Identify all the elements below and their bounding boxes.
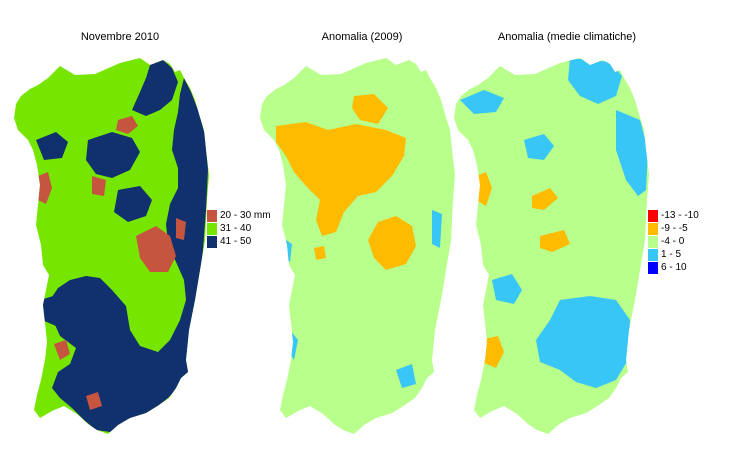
map2-zone-minus9-minus5-central [276,122,406,236]
map-title-anomaly-2009: Anomalia (2009) [321,31,403,43]
map1-zone-20-30-south [86,392,102,410]
map3-zone-minus9-minus5-west [476,172,492,206]
map2-zone-1-5-south [260,376,270,392]
legend-swatch [648,261,658,274]
legend-anomaly: -13 - -10 -9 - -5 -4 - 0 1 - 5 6 - 10 [648,209,699,274]
legend-item: 41 - 50 [207,235,271,248]
map3-zone-minus9-minus5-center [532,188,558,210]
legend-swatch [648,248,658,261]
legend-item: -9 - -5 [648,222,699,235]
map1-zone-41-50-east [50,78,208,432]
map2-zone-1-5-eastcoast [432,210,442,248]
map2-zone-minus9-minus5-north [352,94,388,124]
legend-label: -4 - 0 [661,236,685,247]
legend-label: -13 - -10 [661,210,699,221]
legend-label: 1 - 5 [661,249,682,260]
map1-zone-41-50-middle [114,186,152,222]
map1-zone-41-50-southwest [40,294,68,326]
map3-zone-1-5-east [616,110,648,196]
map3-zone-1-5-north [568,58,622,104]
legend-precipitation: 20 - 30 mm 31 - 40 41 - 50 [207,209,271,248]
legend-item: 1 - 5 [648,248,699,261]
map1-zone-20-30-east [136,226,176,272]
map1-zone-41-50-central [86,132,140,178]
map-november-2010 [14,58,209,434]
map-anomaly-climate [454,58,649,434]
legend-label: 6 - 10 [661,262,687,273]
map1-zone-20-30-north [116,116,138,134]
legend-label: 20 - 30 mm [220,210,271,221]
legend-swatch [648,209,658,222]
map3-zone-1-5-southeast [536,296,630,388]
map-title-november-2010: Novembre 2010 [80,31,160,43]
map1-zone-20-30-eastcoast [176,218,186,240]
legend-item: 31 - 40 [207,222,271,235]
map2-zone-1-5-southeast [396,364,416,388]
map1-zone-41-50-north [132,60,178,116]
legend-label: -9 - -5 [661,223,688,234]
map3-zone-minus9-minus5-east [540,230,570,252]
legend-item: -4 - 0 [648,235,699,248]
map1-zone-20-30-west [38,172,52,204]
map1-zone-41-50-northwest [36,132,68,160]
legend-swatch [207,222,217,235]
map1-zone-20-30-southwest [54,340,70,360]
map2-zone-minus9-minus5-east [368,216,416,270]
legend-item: -13 - -10 [648,209,699,222]
map3-zone-1-5-northwest [460,90,504,114]
map-title-anomaly-climate: Anomalia (medie climatiche) [497,31,637,43]
map3-zone-1-5-southwest [492,274,522,304]
legend-item: 20 - 30 mm [207,209,271,222]
legend-swatch [207,235,217,248]
legend-item: 6 - 10 [648,261,699,274]
map-anomaly-2009 [260,58,455,434]
legend-label: 31 - 40 [220,223,252,234]
legend-swatch [207,209,217,222]
map1-zone-20-30-center [92,176,106,196]
map2-zone-minus9-minus5-spot [314,246,326,260]
legend-label: 41 - 50 [220,236,252,247]
legend-swatch [648,222,658,235]
map3-zone-1-5-central [524,134,554,160]
legend-swatch [648,235,658,248]
map1-zone-20-30-coast [14,378,24,392]
